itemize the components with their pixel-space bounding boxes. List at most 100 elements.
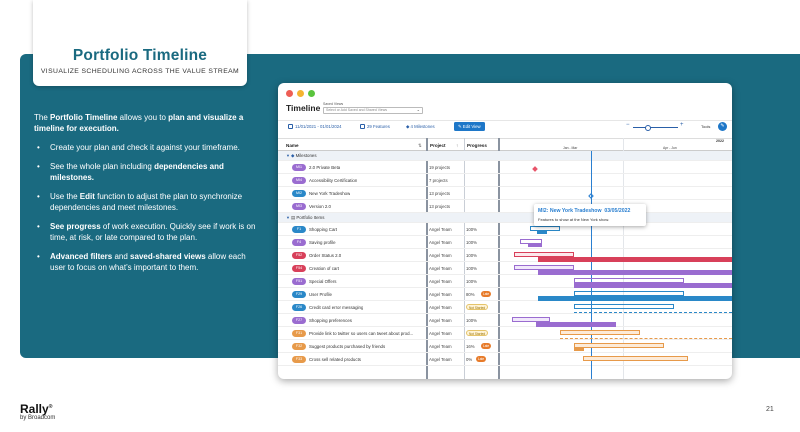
column-name[interactable]: Name — [286, 143, 299, 148]
toolbar: 11/01/2021 - 01/01/2024 29 Features ◆ 4 … — [278, 120, 732, 134]
milestones-section[interactable]: ▼◆ Milestones — [278, 151, 732, 161]
title-card: Portfolio Timeline VISUALIZE SCHEDULING … — [33, 0, 247, 86]
gantt-bar[interactable] — [538, 296, 732, 301]
feature-list: Create your plan and check it against yo… — [34, 142, 256, 273]
chevron-down-icon: ⌄ — [416, 107, 420, 112]
sort-icon[interactable]: ⇅ — [418, 143, 422, 148]
portfolio-icon: ▤ — [290, 215, 297, 220]
bullet-progress: See progress of work execution. Quickly … — [34, 221, 256, 243]
date-range-button[interactable]: 11/01/2021 - 01/01/2024 — [288, 124, 342, 129]
zoom-out-icon[interactable]: − — [626, 122, 630, 128]
month-label-q1: Jan - Mar — [563, 146, 578, 150]
table-row[interactable]: F51 Special Offers Angel Team 100% — [278, 275, 732, 288]
tools-button[interactable]: ✎ — [718, 122, 727, 131]
zoom-in-icon[interactable]: + — [680, 122, 684, 128]
month-label-q2: Apr - Jun — [663, 146, 677, 150]
chevron-down-icon: ▼ — [286, 215, 290, 220]
gantt-bar[interactable] — [528, 244, 542, 247]
table-row[interactable]: MI4 Accessibility Certification 7 projec… — [278, 174, 732, 187]
gantt-bar[interactable] — [574, 304, 674, 309]
not-started-badge: Not Started — [466, 330, 489, 336]
gantt-bar[interactable] — [574, 278, 684, 283]
milestone-badge: MI2 — [292, 190, 306, 197]
slide-title: Portfolio Timeline — [72, 47, 208, 64]
calendar-icon — [288, 124, 293, 129]
column-project[interactable]: Project — [430, 143, 446, 148]
gantt-bar[interactable] — [538, 257, 732, 262]
sort-up-icon[interactable]: ↑ — [456, 143, 459, 148]
table-row[interactable]: F54 Creation of cart Angel Team 100% — [278, 262, 732, 275]
gantt-bar[interactable] — [520, 239, 542, 244]
table-row[interactable]: F32 Suggest products purchased by friend… — [278, 340, 732, 353]
saved-views-select[interactable]: Select or Add Saved and Shared Views ⌄ — [323, 107, 423, 114]
gantt-bar[interactable] — [583, 356, 688, 361]
portfolio-section[interactable]: ▼▤ Portfolio Items — [278, 213, 732, 223]
minimize-dot-icon[interactable] — [297, 90, 304, 97]
table-row[interactable]: F31 Provide link to twitter so users can… — [278, 327, 732, 340]
milestone-badge: MI3 — [292, 203, 306, 210]
tools-label: Tools — [701, 124, 711, 129]
table-row[interactable]: MI3 Version 2.0 13 projects — [278, 200, 732, 213]
bullet-whole-plan: See the whole plan including dependencie… — [34, 161, 256, 183]
table-row[interactable]: F26 Credit card error messaging Angel Te… — [278, 301, 732, 314]
zoom-slider-handle[interactable] — [645, 124, 651, 131]
table-row[interactable]: F27 Shopping preferences Angel Team 100% — [278, 314, 732, 327]
bullet-filters: Advanced filters and saved-shared views … — [34, 251, 256, 273]
late-badge: Late — [476, 356, 487, 362]
pencil-icon: ✎ — [458, 124, 463, 129]
column-divider[interactable] — [498, 138, 500, 379]
year-label: 2022 — [716, 139, 724, 143]
edit-view-button[interactable]: ✎ Edit View — [454, 122, 485, 131]
grid-header: Name ⇅ Project ↑ Progress 2022 Jan - Mar… — [278, 138, 732, 151]
diamond-icon: ◆ — [406, 124, 411, 129]
window-controls — [286, 90, 315, 97]
table-row[interactable]: F4 Saving profile Angel Team 100% — [278, 236, 732, 249]
maximize-dot-icon[interactable] — [308, 90, 315, 97]
gantt-bar[interactable] — [537, 231, 547, 234]
milestones-button[interactable]: ◆ 4 Milestones — [406, 124, 435, 129]
milestone-badge: MI1 — [292, 164, 306, 171]
slide-subtitle: VISUALIZE SCHEDULING ACROSS THE VALUE ST… — [40, 68, 240, 75]
gantt-bar[interactable] — [512, 317, 550, 322]
diamond-icon: ◆ — [290, 153, 296, 158]
column-divider[interactable] — [426, 138, 428, 379]
app-header: Timeline Saved Views Select or Add Saved… — [278, 101, 732, 116]
table-row[interactable]: MI2 New York Tradeshow 13 projects — [278, 187, 732, 200]
description: The Portfolio Timeline allows you to pla… — [34, 112, 256, 281]
table-row[interactable]: F1 Shopping Cart Angel Team 100% — [278, 223, 732, 236]
bullet-create-plan: Create your plan and check it against yo… — [34, 142, 256, 153]
column-progress[interactable]: Progress — [467, 143, 487, 148]
gantt-bar[interactable] — [574, 312, 732, 313]
timeline-window: Timeline Saved Views Select or Add Saved… — [278, 83, 732, 379]
zoom-slider[interactable] — [633, 127, 678, 128]
gantt-bar[interactable] — [536, 322, 616, 327]
gantt-bar[interactable] — [560, 330, 640, 335]
milestone-badge: MI4 — [292, 177, 306, 184]
chevron-down-icon: ▼ — [286, 153, 290, 158]
table-row[interactable]: F52 Order Status 2.0 Angel Team 100% — [278, 249, 732, 262]
app-title: Timeline — [286, 103, 321, 113]
gantt-bar[interactable] — [560, 338, 732, 339]
table-row[interactable]: F29 User Profile Angel Team 80% Late — [278, 288, 732, 301]
gantt-bar[interactable] — [574, 291, 684, 296]
gantt-bar[interactable] — [574, 343, 664, 348]
gantt-bar[interactable] — [530, 226, 560, 231]
gantt-bar[interactable] — [514, 252, 574, 257]
saved-views-label: Saved Views — [323, 102, 344, 106]
wrench-icon: ✎ — [720, 123, 725, 129]
table-row[interactable]: MI1 2.0 Private Beta 19 projects — [278, 161, 732, 174]
gantt-bar[interactable] — [538, 270, 732, 275]
layers-icon — [360, 124, 365, 129]
table-row[interactable]: F33 Cross sell related products Angel Te… — [278, 353, 732, 366]
not-started-badge: Not Started — [466, 304, 489, 310]
features-button[interactable]: 29 Features — [360, 124, 390, 129]
bullet-edit: Use the Edit function to adjust the plan… — [34, 191, 256, 213]
close-dot-icon[interactable] — [286, 90, 293, 97]
gantt-bar[interactable] — [574, 348, 584, 351]
late-badge: Late — [481, 291, 492, 297]
intro-text: The Portfolio Timeline allows you to pla… — [34, 113, 244, 133]
gantt-bar[interactable] — [574, 283, 732, 288]
gantt-bar[interactable] — [514, 265, 574, 270]
milestone-tooltip: MI2: New York Tradeshow 03/05/2022 Featu… — [534, 204, 646, 226]
